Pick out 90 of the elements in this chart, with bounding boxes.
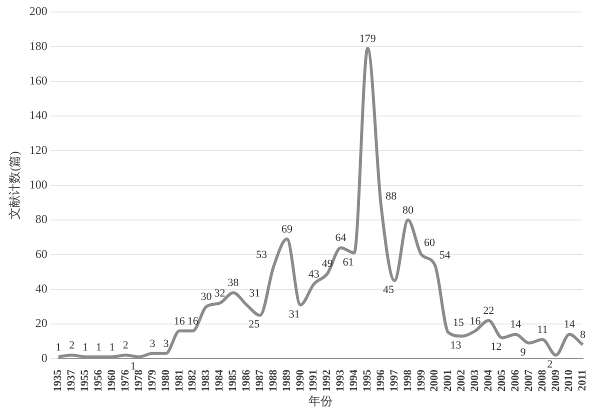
x-tick-label: 1994 <box>348 369 360 392</box>
data-label: 61 <box>342 256 354 268</box>
x-tick-label: 2007 <box>522 369 535 392</box>
x-tick-label: 2004 <box>482 369 495 392</box>
x-tick-label: 1998 <box>402 369 414 392</box>
x-tick-label: 1935 <box>52 369 64 392</box>
data-label: 25 <box>248 318 260 331</box>
x-tick-label: 1989 <box>280 369 293 392</box>
x-tick-label: 1979 <box>146 369 158 392</box>
data-label: 3 <box>150 338 156 350</box>
x-tick-label: 2003 <box>469 369 482 392</box>
x-tick-label: 1995 <box>362 369 374 392</box>
data-label: 1 <box>96 341 102 354</box>
x-tick-label: 2009 <box>550 369 562 392</box>
data-label: 16 <box>187 315 199 328</box>
data-label: 43 <box>308 268 320 280</box>
x-tick-label: 2008 <box>536 369 548 392</box>
x-tick-label: 1982 <box>186 369 199 392</box>
x-tick-label: 1997 <box>388 369 400 392</box>
y-tick-label: 60 <box>35 246 48 261</box>
data-label: 179 <box>359 32 376 45</box>
y-tick-label: 100 <box>29 177 48 192</box>
y-tick-label: 200 <box>29 4 48 18</box>
data-label: 2 <box>69 340 75 352</box>
x-tick-label: 2005 <box>496 369 508 392</box>
x-tick-label: 1986 <box>240 369 252 392</box>
data-label: 53 <box>256 249 268 262</box>
x-tick-label: 1980 <box>160 369 172 392</box>
data-label: 1 <box>109 341 115 354</box>
y-tick-label: 80 <box>35 212 48 226</box>
x-tick-label: 2006 <box>509 369 522 392</box>
x-tick-label: 2000 <box>428 369 441 392</box>
data-label: 32 <box>214 288 226 300</box>
data-label: 2 <box>547 358 553 371</box>
data-label: 14 <box>564 318 576 331</box>
data-label: 12 <box>490 341 502 354</box>
x-tick-label: 1976 <box>119 369 132 392</box>
x-tick-label: 1992 <box>321 369 334 392</box>
y-axis-title: 文献计数(篇) <box>7 151 22 220</box>
y-tick-label: 0 <box>41 350 48 365</box>
x-tick-label: 2010 <box>563 369 576 392</box>
x-tick-label: 1984 <box>214 369 226 392</box>
x-tick-label: 1988 <box>267 369 280 392</box>
data-label: 8 <box>580 329 586 342</box>
x-tick-label: 1956 <box>92 369 105 392</box>
data-label: 31 <box>249 287 260 300</box>
x-axis-title: 年份 <box>308 394 333 408</box>
x-tick-label: 1981 <box>173 370 186 392</box>
data-label: 1 <box>56 341 62 354</box>
y-tick-label: 120 <box>29 142 48 157</box>
data-label: 69 <box>281 223 293 236</box>
data-label: 9 <box>520 346 526 358</box>
data-label: 16 <box>470 315 482 328</box>
data-label: 60 <box>424 237 436 250</box>
x-tick-label: 2011 <box>576 370 589 392</box>
data-label: 1 <box>82 341 88 354</box>
data-label: 2 <box>122 340 128 352</box>
y-tick-label: 20 <box>35 316 48 330</box>
data-label: 31 <box>288 308 300 320</box>
x-tick-label: 1990 <box>294 369 306 392</box>
data-label: 45 <box>383 284 395 296</box>
data-label: 64 <box>335 232 347 244</box>
x-tick-label: 1987 <box>254 369 266 392</box>
data-label: 11 <box>537 324 548 336</box>
data-label: 13 <box>450 339 462 352</box>
x-tick-label: 1937 <box>66 369 78 392</box>
y-tick-label: 180 <box>29 38 48 53</box>
x-tick-label: 1960 <box>106 369 118 392</box>
x-tick-label: 1993 <box>334 369 347 392</box>
x-tick-label: 2002 <box>456 369 468 392</box>
data-label: 14 <box>510 318 522 331</box>
data-label: 15 <box>452 316 464 329</box>
data-label: 38 <box>228 277 240 290</box>
y-tick-label: 160 <box>29 73 48 88</box>
data-label: 30 <box>200 291 212 303</box>
x-tick-label: 1999 <box>415 369 428 392</box>
x-tick-label: 1955 <box>79 369 92 392</box>
y-tick-label: 40 <box>35 281 48 296</box>
x-tick-label: 2001 <box>442 370 454 392</box>
data-label: 3 <box>163 338 170 350</box>
x-tick-label: 1991 <box>308 370 320 392</box>
x-tick-label: 1996 <box>374 369 387 392</box>
data-label: 16 <box>174 315 186 328</box>
data-label: 22 <box>483 304 494 317</box>
x-tick-label: 1983 <box>200 369 212 392</box>
data-label: 88 <box>386 190 398 202</box>
x-tick-label: 1985 <box>227 369 240 392</box>
data-label: 54 <box>439 249 451 262</box>
data-label: 80 <box>402 204 414 216</box>
y-tick-label: 140 <box>29 108 48 122</box>
